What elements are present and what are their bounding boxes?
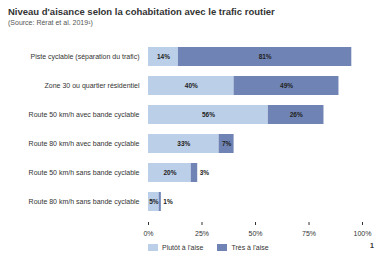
svg-text:Piste cyclable (séparation du: Piste cyclable (séparation du trafic): [31, 53, 140, 61]
html-text:Plutôt à l'aise: Plutôt à l'aise: [162, 243, 204, 251]
svg-text:25%: 25%: [195, 230, 209, 237]
html-text:Très à l'aise: Très à l'aise: [231, 243, 269, 251]
svg-text:33%: 33%: [177, 140, 190, 147]
svg-text:Route 80 km/h sans bande cycla: Route 80 km/h sans bande cyclable: [29, 198, 140, 206]
svg-text:81%: 81%: [259, 53, 272, 60]
svg-text:Route 50 km/h sans bande cycla: Route 50 km/h sans bande cyclable: [29, 169, 140, 177]
svg-text:Route 80 km/h avec bande cycla: Route 80 km/h avec bande cyclable: [29, 140, 140, 148]
svg-text:Route 50 km/h avec bande cycla: Route 50 km/h avec bande cyclable: [29, 111, 140, 119]
svg-text:20%: 20%: [163, 169, 176, 176]
html-text:(Source: Rérat et al. 2019¹): (Source: Rérat et al. 2019¹): [8, 19, 93, 26]
svg-text:0%: 0%: [143, 230, 153, 237]
svg-text:5%: 5%: [149, 198, 159, 205]
svg-text:100%: 100%: [354, 230, 372, 237]
svg-text:75%: 75%: [302, 230, 316, 237]
svg-text:Zone 30 ou quartier résidentie: Zone 30 ou quartier résidentiel: [45, 82, 140, 90]
svg-text:1%: 1%: [163, 198, 173, 205]
svg-text:14%: 14%: [157, 53, 170, 60]
svg-text:40%: 40%: [185, 82, 198, 89]
html-text:1: 1: [370, 242, 374, 249]
svg-text:7%: 7%: [222, 140, 232, 147]
svg-text:50%: 50%: [248, 230, 262, 237]
svg-text:56%: 56%: [202, 111, 215, 118]
svg-text:26%: 26%: [290, 111, 303, 118]
html-text:Niveau d'aisance selon la coha: Niveau d'aisance selon la cohabitation a…: [8, 6, 275, 17]
svg-text:3%: 3%: [200, 169, 210, 176]
svg-text:49%: 49%: [280, 82, 293, 89]
